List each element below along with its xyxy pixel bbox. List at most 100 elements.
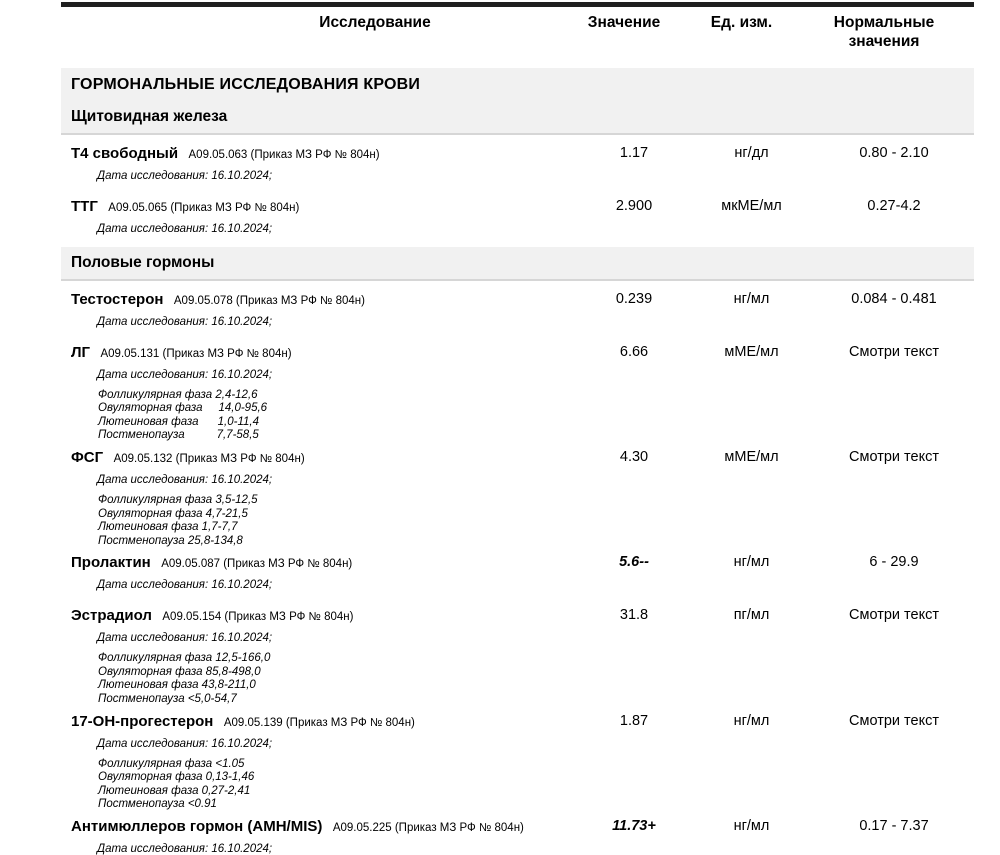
test-date: Дата исследования: 16.10.2024;: [97, 632, 273, 645]
phase-line: Овуляторная фаза 4,7-21,5: [98, 507, 248, 520]
test-value-flagged-high: 11.73+: [612, 817, 656, 834]
phase-line: Фолликулярная фаза <1.05: [98, 757, 245, 770]
reference-phases: Фолликулярная фаза 12,5-166,0 Овуляторна…: [98, 652, 974, 706]
test-name-cell: Антимюллеров гормон (AMH/MIS) А09.05.225…: [71, 818, 569, 836]
reference-phases: Фолликулярная фаза <1.05 Овуляторная фаз…: [98, 758, 974, 812]
test-name: Пролактин: [71, 554, 151, 572]
table-row: 17-ОН-прогестерон А09.05.139 (Приказ МЗ …: [61, 709, 974, 731]
table-row: ЛГ А09.05.131 (Приказ МЗ РФ № 804н) 6.66…: [61, 334, 974, 362]
test-name-cell: Пролактин А09.05.087 (Приказ МЗ РФ № 804…: [71, 554, 569, 572]
phase-line: Овуляторная фаза 14,0-95,6: [98, 402, 268, 415]
test-value-flagged-low: 5.6--: [619, 554, 649, 571]
test-date: Дата исследования: 16.10.2024;: [97, 474, 273, 486]
column-header-test: Исследование: [319, 14, 431, 31]
test-value: 1.17: [619, 144, 649, 161]
test-name-cell: Т4 свободный А09.05.063 (Приказ МЗ РФ № …: [71, 145, 569, 163]
test-date: Дата исследования: 16.10.2024;: [97, 315, 273, 328]
test-name: ФСГ: [71, 449, 104, 466]
test-units: нг/дл: [734, 144, 769, 161]
phase-line: Овуляторная фаза 0,13-1,46: [98, 771, 255, 784]
table-row: Тестостерон А09.05.078 (Приказ МЗ РФ № 8…: [61, 281, 974, 309]
test-units: нг/мл: [733, 817, 770, 834]
subsection-thyroid: Щитовидная железа: [71, 107, 228, 125]
phase-line: Фолликулярная фаза 12,5-166,0: [98, 652, 271, 665]
phase-line: Постменопауза 25,8-134,8: [98, 534, 243, 547]
column-header-normal: Нормальные значения: [833, 14, 935, 51]
phase-line: Лютеиновая фаза 1,0-11,4: [98, 415, 259, 428]
test-units: нг/мл: [733, 290, 770, 307]
test-name-cell: ТТГ А09.05.065 (Приказ МЗ РФ № 804н): [71, 198, 569, 216]
column-header-units: Ед. изм.: [710, 14, 773, 31]
test-name-cell: 17-ОН-прогестерон А09.05.139 (Приказ МЗ …: [71, 713, 569, 731]
phase-line: Постменопауза 7,7-58,5: [98, 429, 259, 442]
table-header: Исследование Значение Ед. изм. Нормальны…: [61, 2, 974, 56]
test-units: нг/мл: [733, 712, 770, 729]
test-name: Антимюллеров гормон (AMH/MIS): [71, 817, 323, 835]
test-code: А09.05.225 (Приказ МЗ РФ № 804н): [332, 821, 524, 834]
phase-line: Лютеиновая фаза 1,7-7,7: [98, 521, 238, 534]
table-row: Эстрадиол А09.05.154 (Приказ МЗ РФ № 804…: [61, 597, 974, 625]
test-code: А09.05.065 (Приказ МЗ РФ № 804н): [108, 201, 300, 214]
phase-line: Лютеиновая фаза 43,8-211,0: [98, 679, 256, 692]
test-normal-range: Смотри текст: [849, 607, 939, 624]
test-value: 4.30: [619, 449, 649, 465]
subsection-sex-hormones: Половые гормоны: [71, 253, 215, 271]
test-name: 17-ОН-прогестерон: [71, 712, 214, 730]
test-code: А09.05.132 (Приказ МЗ РФ № 804н): [113, 453, 305, 465]
phase-line: Лютеиновая фаза 0,27-2,41: [98, 784, 251, 797]
test-date: Дата исследования: 16.10.2024;: [97, 579, 273, 592]
test-normal-range: Смотри текст: [849, 712, 939, 729]
column-header-value: Значение: [587, 14, 661, 31]
test-name: Эстрадиол: [71, 607, 152, 625]
test-value: 0.239: [615, 290, 653, 307]
test-name: Тестостерон: [71, 290, 164, 308]
test-code: А09.05.139 (Приказ МЗ РФ № 804н): [223, 716, 415, 729]
test-value: 6.66: [619, 343, 649, 360]
test-value: 2.900: [615, 197, 653, 214]
test-value: 31.8: [619, 607, 649, 624]
test-name-cell: Эстрадиол А09.05.154 (Приказ МЗ РФ № 804…: [71, 607, 569, 625]
phase-line: Постменопауза <0.91: [98, 798, 217, 811]
test-name-cell: ЛГ А09.05.131 (Приказ МЗ РФ № 804н): [71, 344, 569, 362]
table-row: ФСГ А09.05.132 (Приказ МЗ РФ № 804н) 4.3…: [61, 445, 974, 467]
test-code: А09.05.154 (Приказ МЗ РФ № 804н): [162, 611, 354, 624]
table-row: Антимюллеров гормон (AMH/MIS) А09.05.225…: [61, 814, 974, 836]
test-normal-range: Смотри текст: [849, 343, 939, 360]
test-units: мМЕ/мл: [724, 449, 779, 465]
lab-report-page: Исследование Значение Ед. изм. Нормальны…: [61, 0, 974, 855]
test-name-cell: Тестостерон А09.05.078 (Приказ МЗ РФ № 8…: [71, 291, 569, 309]
test-normal-range: 0.17 - 7.37: [859, 817, 929, 834]
test-name: ТТГ: [71, 197, 98, 215]
test-units: мкМЕ/мл: [721, 197, 782, 214]
section-band-sex-hormones: Половые гормоны: [61, 246, 974, 281]
test-normal-range: 6 - 29.9: [869, 554, 919, 571]
test-units: пг/мл: [733, 607, 770, 624]
test-code: А09.05.131 (Приказ МЗ РФ № 804н): [100, 347, 292, 360]
test-code: А09.05.063 (Приказ МЗ РФ № 804н): [188, 148, 380, 161]
test-normal-range: 0.80 - 2.10: [859, 144, 929, 161]
test-date: Дата исследования: 16.10.2024;: [97, 222, 273, 235]
test-normal-range: 0.27-4.2: [867, 197, 921, 214]
phase-line: Овуляторная фаза 85,8-498,0: [98, 665, 261, 678]
reference-phases: Фолликулярная фаза 3,5-12,5 Овуляторная …: [98, 494, 974, 548]
phase-line: Фолликулярная фаза 3,5-12,5: [98, 494, 258, 506]
table-row: Пролактин А09.05.087 (Приказ МЗ РФ № 804…: [61, 550, 974, 572]
table-row: Т4 свободный А09.05.063 (Приказ МЗ РФ № …: [61, 135, 974, 163]
table-row: ТТГ А09.05.065 (Приказ МЗ РФ № 804н) 2.9…: [61, 188, 974, 216]
phase-line: Постменопауза <5,0-54,7: [98, 692, 237, 705]
test-date: Дата исследования: 16.10.2024;: [97, 842, 273, 855]
test-name: ЛГ: [71, 343, 91, 361]
test-name-cell: ФСГ А09.05.132 (Приказ МЗ РФ № 804н): [71, 449, 569, 467]
test-date: Дата исследования: 16.10.2024;: [97, 737, 273, 750]
phase-line: Фолликулярная фаза 2,4-12,6: [98, 388, 258, 401]
test-date: Дата исследования: 16.10.2024;: [97, 368, 273, 381]
section-title: ГОРМОНАЛЬНЫЕ ИССЛЕДОВАНИЯ КРОВИ: [71, 75, 421, 93]
test-name: Т4 свободный: [71, 144, 179, 162]
test-normal-range: 0.084 - 0.481: [851, 290, 937, 307]
test-code: А09.05.078 (Приказ МЗ РФ № 804н): [173, 294, 365, 307]
test-normal-range: Смотри текст: [849, 449, 939, 465]
test-date: Дата исследования: 16.10.2024;: [97, 169, 273, 182]
test-code: А09.05.087 (Приказ МЗ РФ № 804н): [161, 558, 353, 571]
reference-phases: Фолликулярная фаза 2,4-12,6 Овуляторная …: [98, 389, 974, 443]
test-value: 1.87: [619, 712, 649, 729]
